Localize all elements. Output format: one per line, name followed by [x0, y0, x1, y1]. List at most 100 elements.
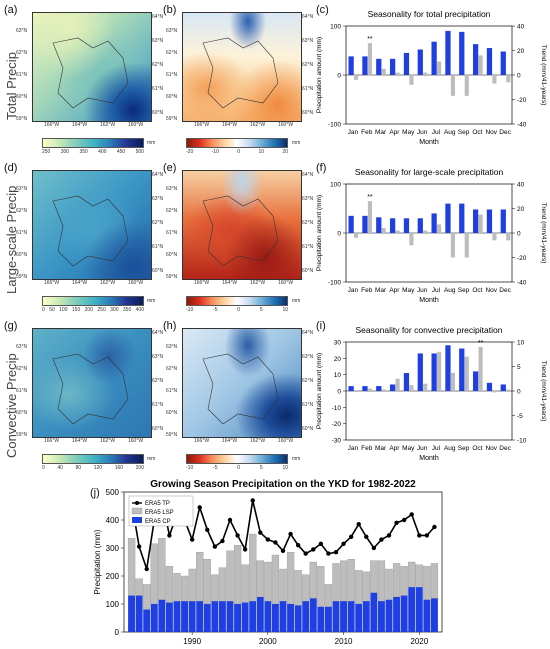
colorbar-h	[186, 454, 288, 464]
bar-precip	[389, 384, 396, 391]
map-lat-tick-left: 61°N	[166, 72, 178, 78]
point-tp	[288, 531, 293, 537]
map-lon-tick: 166°W	[44, 122, 60, 128]
bar-cp	[256, 597, 264, 632]
map-lon-tick: 160°W	[128, 122, 144, 128]
point-tp	[311, 547, 316, 552]
xtick-label: Jan	[348, 445, 359, 452]
bar-lsp	[143, 584, 151, 610]
point-tp	[280, 548, 286, 553]
bar-precip	[362, 215, 368, 233]
significance-marker: **	[367, 194, 373, 201]
bar-precip	[376, 217, 382, 233]
ytick-label: 10	[334, 372, 342, 379]
bar-trend	[492, 391, 497, 393]
colorbar-unit-d: mm	[147, 298, 156, 304]
map-lat-tick: 63°N	[302, 38, 314, 44]
bar-cp	[143, 609, 151, 632]
colorbar-ticks-e: -10 -5 0 5 10	[186, 307, 288, 313]
map-outline-b	[202, 37, 279, 109]
legend-label-cp: ERA5 CP	[145, 519, 171, 525]
xtick-label: Dec	[499, 129, 511, 136]
bar-trend	[409, 233, 414, 246]
bar-precip	[417, 353, 423, 391]
bar-trend	[354, 75, 359, 80]
cbar-tick: 10	[282, 465, 288, 471]
cbar-tick: 10	[282, 307, 288, 313]
map-lat-tick: 62°N	[302, 378, 314, 384]
point-tp	[136, 544, 142, 549]
bar-precip	[403, 373, 410, 391]
bar-cp	[423, 599, 431, 632]
ytick-label: -10	[332, 405, 342, 412]
xtick-label: Sep	[458, 287, 470, 294]
panel-label-c: (c)	[316, 4, 329, 16]
point-tp	[348, 534, 354, 539]
xtick-label: Sep	[458, 129, 470, 136]
bar-lsp	[165, 566, 174, 603]
bar-lsp	[317, 566, 325, 607]
bar-lsp	[264, 561, 272, 602]
map-lat-tick: 62°N	[152, 378, 164, 384]
xtick-label: 2000	[259, 637, 277, 646]
cbar-tick: 350	[122, 307, 132, 313]
bar-cp	[158, 599, 166, 632]
y-axis-label: Precipitation amount (mm)	[316, 353, 323, 429]
ytick-label: -100	[328, 280, 341, 287]
cbar-tick: -20	[186, 149, 194, 155]
bar-precip	[445, 345, 451, 391]
bar-trend	[409, 75, 414, 85]
map-lon-tick: 160°W	[278, 438, 294, 444]
bar-lsp	[430, 563, 439, 599]
xtick-label: Nov	[485, 129, 497, 136]
cbar-tick: 10	[258, 149, 265, 155]
map-lat-tick: 60°N	[302, 268, 314, 274]
point-tp	[401, 517, 407, 523]
point-tp	[318, 541, 324, 546]
chart-seasonality-large-scale: Seasonality for large-scale precipitatio…	[316, 167, 547, 304]
cbar-tick: -5	[213, 307, 218, 313]
bar-cp	[294, 605, 302, 632]
chart-title: Growing Season Precipitation on the YKD …	[150, 479, 416, 490]
bar-lsp	[241, 564, 249, 603]
colorbar-a	[42, 138, 144, 148]
bar-lsp	[392, 563, 401, 598]
colorbar-unit-h: mm	[292, 456, 301, 462]
bar-cp	[196, 601, 204, 632]
bar-precip	[459, 348, 465, 391]
ytick-label: 30	[334, 340, 342, 347]
map-lat-tick-left: 62°N	[166, 366, 178, 372]
bar-trend	[367, 43, 373, 75]
panel-label-j: (j)	[90, 487, 100, 499]
map-lat-tick-left: 62°N	[166, 50, 178, 56]
cbar-tick: 50	[49, 307, 55, 313]
bar-trend	[423, 230, 428, 233]
bar-cp	[211, 601, 219, 632]
bar-cp	[188, 601, 196, 632]
bar-trend	[367, 388, 373, 391]
bar-lsp	[347, 559, 355, 602]
y2-axis-label: Trend (mm/41-years)	[540, 45, 547, 106]
cbar-tick: 150	[71, 307, 81, 313]
map-lat-tick-left: 59°N	[16, 432, 28, 438]
map-lon-tick: 166°W	[194, 122, 210, 128]
xtick-label: Aug	[444, 129, 456, 136]
map-lon-tick: 166°W	[44, 438, 60, 444]
map-lon-tick: 162°W	[100, 122, 116, 128]
map-lat-tick-left: 61°N	[166, 388, 178, 394]
xtick-label: Oct	[472, 129, 482, 136]
map-lat-tick: 64°N	[152, 172, 164, 178]
map-a	[32, 12, 152, 122]
cbar-tick: -10	[186, 307, 194, 313]
map-lat-tick-left: 60°N	[16, 94, 28, 100]
y2tick-label: 20	[517, 206, 525, 213]
bar-cp	[234, 604, 242, 632]
legend-swatch-cp	[132, 517, 142, 523]
bar-precip	[403, 218, 410, 233]
cbar-tick: 5	[259, 465, 263, 471]
bar-precip	[389, 58, 396, 75]
bar-trend	[437, 224, 442, 233]
bar-cp	[370, 592, 378, 632]
point-tp	[167, 533, 172, 538]
map-lat-tick: 63°N	[302, 354, 314, 360]
